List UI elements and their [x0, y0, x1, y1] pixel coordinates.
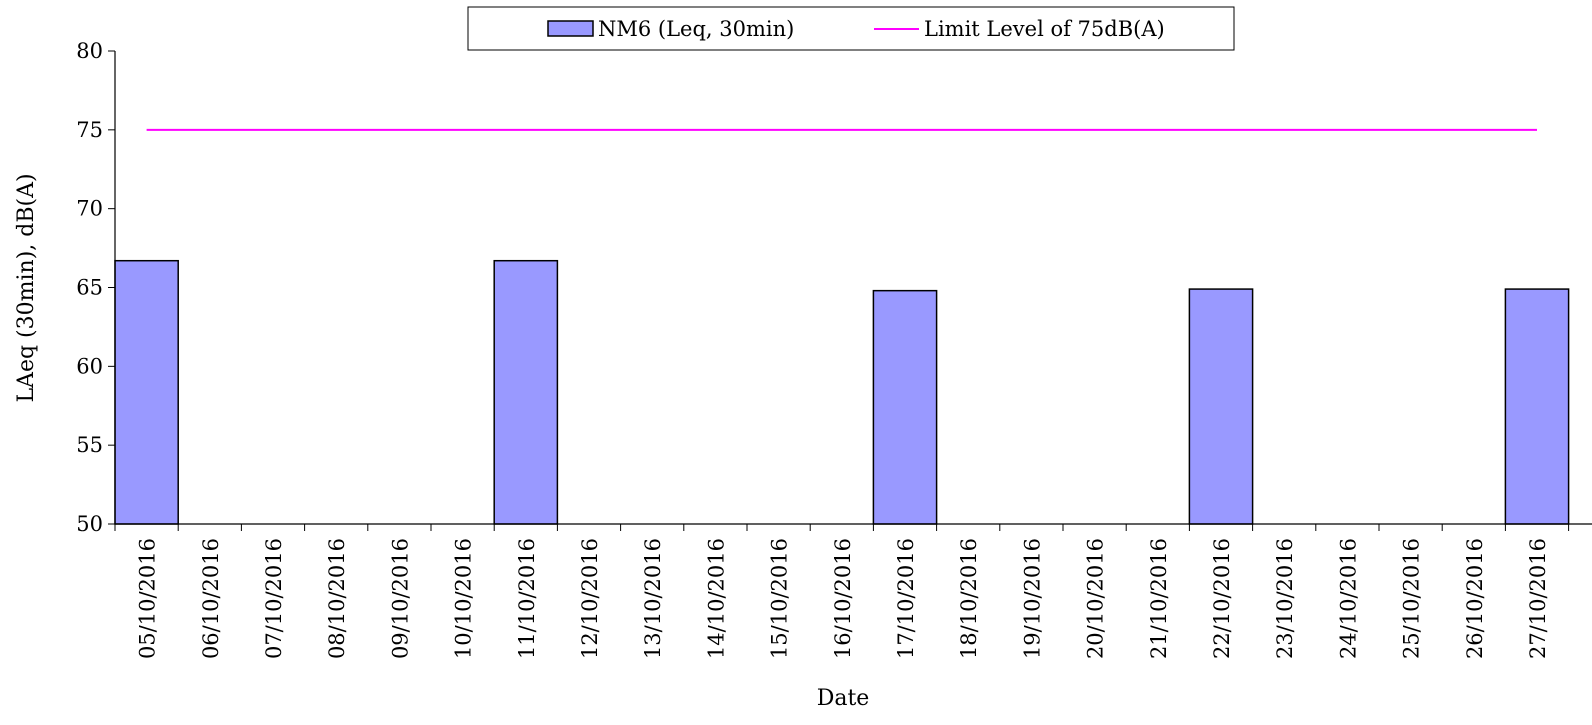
bar-05/10/2016 [114, 259, 179, 525]
bars [114, 259, 1570, 525]
x-tick-label: 27/10/2016 [1526, 538, 1550, 659]
x-tick-label: 18/10/2016 [957, 538, 981, 659]
x-tick-label: 17/10/2016 [894, 538, 918, 659]
legend-swatch-bar [547, 20, 594, 37]
y-tick-label: 70 [76, 197, 103, 221]
x-tick-label: 15/10/2016 [768, 538, 792, 659]
bar-11/10/2016 [493, 259, 559, 525]
x-tick-label: 11/10/2016 [515, 538, 539, 659]
x-tick-label: 08/10/2016 [325, 538, 349, 659]
legend-label-bar-series: NM6 (Leq, 30min) [598, 17, 794, 41]
y-tick-label: 80 [76, 39, 103, 63]
bar-27/10/2016 [1504, 288, 1570, 525]
bar-17/10/2016 [872, 289, 938, 525]
x-tick-label: 12/10/2016 [578, 538, 602, 659]
x-tick-label: 25/10/2016 [1400, 538, 1424, 659]
x-tick-label: 14/10/2016 [704, 538, 728, 659]
y-tick-label: 65 [76, 276, 103, 300]
legend-label-limit-line: Limit Level of 75dB(A) [924, 17, 1165, 41]
bar-22/10/2016 [1188, 288, 1254, 525]
x-tick-label: 07/10/2016 [262, 538, 286, 659]
x-tick-label: 16/10/2016 [831, 538, 855, 659]
legend: NM6 (Leq, 30min) Limit Level of 75dB(A) [467, 6, 1235, 51]
x-axis-title: Date [817, 686, 870, 711]
x-tick-label: 21/10/2016 [1147, 538, 1171, 659]
x-axis-ticks: 05/10/2016 06/10/2016 07/10/2016 08/10/2016… [114, 524, 1570, 659]
y-axis-ticks: 50 55 60 65 70 75 80 [76, 39, 115, 536]
x-tick-label: 05/10/2016 [136, 538, 160, 659]
x-tick-label: 13/10/2016 [641, 538, 665, 659]
x-tick-label: 10/10/2016 [452, 538, 476, 659]
y-axis-title: LAeq (30min), dB(A) [14, 173, 39, 402]
y-tick-label: 60 [76, 354, 103, 378]
x-tick-label: 19/10/2016 [1020, 538, 1044, 659]
x-tick-label: 06/10/2016 [199, 538, 223, 659]
x-tick-label: 09/10/2016 [388, 538, 412, 659]
y-tick-label: 50 [76, 512, 103, 536]
x-tick-label: 24/10/2016 [1336, 538, 1360, 659]
legend-box [467, 6, 1235, 51]
x-tick-label: 26/10/2016 [1463, 538, 1487, 659]
x-tick-label: 22/10/2016 [1210, 538, 1234, 659]
x-tick-label: 20/10/2016 [1084, 538, 1108, 659]
y-tick-label: 75 [76, 118, 103, 142]
axes [114, 51, 1592, 525]
x-tick-label: 23/10/2016 [1273, 538, 1297, 659]
y-tick-label: 55 [76, 433, 103, 457]
